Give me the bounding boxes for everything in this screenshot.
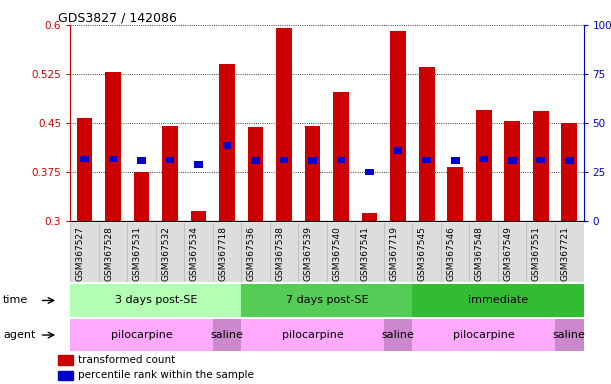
Text: percentile rank within the sample: percentile rank within the sample [78, 370, 254, 380]
Bar [213, 319, 241, 351]
Bar [241, 284, 412, 317]
Text: 7 days post-SE: 7 days post-SE [285, 295, 368, 306]
Bar [394, 147, 403, 154]
Bar [194, 161, 203, 168]
Text: GSM367548: GSM367548 [475, 226, 484, 281]
Bar [451, 157, 459, 164]
Bar [562, 123, 577, 221]
Text: 3 days post-SE: 3 days post-SE [115, 295, 197, 306]
Bar [109, 156, 117, 162]
Bar [334, 92, 349, 221]
Text: pilocarpine: pilocarpine [111, 330, 172, 340]
Text: GSM367531: GSM367531 [133, 226, 142, 281]
Bar [105, 72, 121, 221]
Text: GSM367549: GSM367549 [503, 226, 512, 281]
Bar [309, 157, 317, 164]
Text: GSM367528: GSM367528 [104, 226, 113, 281]
Bar [191, 211, 207, 221]
Text: GSM367538: GSM367538 [275, 226, 284, 281]
Bar [137, 157, 146, 164]
Bar [77, 118, 92, 221]
Text: time: time [3, 295, 28, 306]
Text: transformed count: transformed count [78, 355, 175, 365]
Text: GSM367545: GSM367545 [418, 226, 426, 281]
Bar [276, 28, 292, 221]
Bar [251, 157, 260, 164]
Bar [412, 284, 584, 317]
Bar [422, 157, 431, 163]
Text: immediate: immediate [468, 295, 528, 306]
Bar [536, 157, 545, 163]
Bar [480, 156, 488, 162]
Text: GSM367719: GSM367719 [389, 226, 398, 281]
Bar [337, 157, 345, 163]
Text: saline: saline [382, 330, 415, 340]
Bar [280, 157, 288, 163]
Text: saline: saline [553, 330, 586, 340]
Text: GSM367551: GSM367551 [532, 226, 541, 281]
Bar [419, 68, 434, 221]
Bar [508, 157, 516, 164]
Bar [447, 167, 463, 221]
Text: GSM367536: GSM367536 [247, 226, 255, 281]
Text: GSM367527: GSM367527 [76, 226, 84, 281]
Text: GSM367532: GSM367532 [161, 226, 170, 281]
Bar [58, 355, 73, 365]
Text: GSM367718: GSM367718 [218, 226, 227, 281]
Bar [80, 156, 89, 162]
Text: pilocarpine: pilocarpine [282, 330, 343, 340]
Bar [70, 319, 213, 351]
Text: GSM367534: GSM367534 [189, 226, 199, 281]
Text: pilocarpine: pilocarpine [453, 330, 514, 340]
Bar [565, 157, 574, 164]
Bar [134, 172, 149, 221]
Bar [163, 126, 178, 221]
Bar [365, 169, 374, 175]
Bar [533, 111, 549, 221]
Bar [248, 127, 263, 221]
Bar [305, 126, 320, 221]
Text: GSM367541: GSM367541 [360, 226, 370, 281]
Text: GSM367546: GSM367546 [446, 226, 455, 281]
Text: agent: agent [3, 330, 35, 340]
Bar [362, 213, 378, 221]
Text: GSM367539: GSM367539 [304, 226, 313, 281]
Bar [58, 371, 73, 380]
Bar [476, 110, 491, 221]
Bar [384, 319, 412, 351]
Bar [412, 319, 555, 351]
Bar [219, 64, 235, 221]
Bar [390, 31, 406, 221]
Bar [555, 319, 584, 351]
Text: GSM367540: GSM367540 [332, 226, 341, 281]
Bar [223, 142, 232, 149]
Text: GDS3827 / 142086: GDS3827 / 142086 [58, 12, 177, 25]
Bar [166, 157, 174, 163]
Text: saline: saline [211, 330, 244, 340]
Text: GSM367721: GSM367721 [560, 226, 569, 281]
Bar [504, 121, 520, 221]
Bar [70, 284, 241, 317]
Bar [241, 319, 384, 351]
